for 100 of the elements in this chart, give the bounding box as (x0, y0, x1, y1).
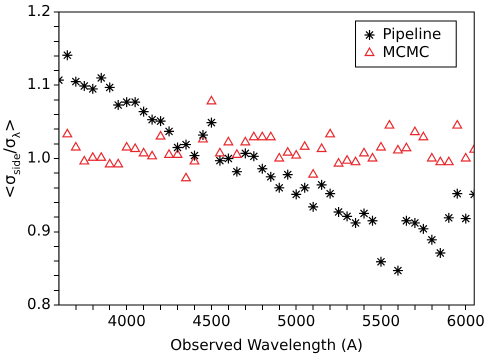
point (188, 150, 200, 162)
point (181, 172, 191, 182)
x-tick-label: 6000 (446, 312, 485, 330)
point (164, 149, 174, 158)
point (121, 96, 132, 108)
point (79, 156, 90, 165)
point (274, 182, 285, 194)
point (401, 142, 412, 152)
x-tick-label: 5500 (362, 312, 400, 330)
point (434, 247, 446, 259)
point (418, 132, 428, 140)
point (190, 156, 200, 165)
point (334, 158, 344, 167)
point (359, 148, 369, 156)
point (409, 217, 420, 229)
point (443, 212, 454, 224)
point (154, 116, 166, 127)
point (240, 148, 251, 159)
point (113, 158, 124, 168)
point (248, 132, 259, 140)
point (138, 148, 149, 156)
point (375, 256, 387, 268)
point (393, 144, 403, 154)
x-tick-label: 4000 (108, 312, 146, 330)
point (257, 132, 268, 140)
point (104, 158, 115, 168)
point (138, 106, 150, 118)
point (223, 136, 234, 146)
point (88, 152, 98, 161)
point (350, 156, 360, 166)
point (130, 143, 140, 152)
point (368, 152, 378, 162)
point (376, 142, 386, 151)
point (172, 142, 184, 154)
point (78, 80, 90, 92)
legend-label: MCMC (382, 42, 430, 61)
point (214, 148, 225, 156)
point (248, 150, 260, 162)
point (444, 156, 454, 166)
point (222, 152, 234, 164)
y-tick-label: 1.0 (26, 148, 51, 166)
x-tick-label: 5000 (277, 312, 316, 330)
point (308, 201, 319, 212)
point (342, 155, 352, 164)
point (410, 126, 420, 136)
point (130, 96, 141, 108)
legend-label: Pipeline (382, 24, 442, 43)
point (366, 215, 378, 226)
point (316, 143, 327, 152)
point (418, 223, 429, 234)
point (291, 150, 302, 159)
point (180, 138, 192, 150)
point (197, 129, 209, 141)
point (147, 150, 158, 160)
point (325, 128, 336, 138)
point (96, 152, 106, 161)
point (274, 152, 284, 162)
point (460, 212, 472, 224)
point (452, 120, 462, 129)
point (156, 130, 166, 140)
point (316, 179, 328, 190)
y-tick-label: 0.8 (26, 294, 51, 313)
point (384, 120, 394, 129)
point (240, 136, 250, 146)
point (452, 188, 463, 200)
point (70, 76, 82, 88)
point (163, 126, 175, 137)
point (62, 50, 73, 61)
point (308, 169, 318, 178)
point (299, 182, 310, 194)
point (122, 142, 132, 151)
point (231, 166, 242, 178)
point (87, 83, 98, 95)
point (282, 147, 293, 156)
point (324, 188, 336, 200)
point (358, 208, 370, 220)
point (290, 188, 302, 200)
point (341, 210, 353, 222)
point (256, 163, 268, 174)
y-tick-label: 1.2 (26, 2, 51, 20)
point (435, 156, 446, 166)
point (70, 142, 81, 151)
point (350, 217, 362, 229)
point (172, 149, 182, 158)
y-tick-label: 1.1 (26, 75, 51, 94)
point (426, 152, 437, 162)
point (282, 169, 294, 180)
y-tick-label: 0.9 (26, 222, 51, 240)
point (300, 141, 310, 150)
point (96, 72, 107, 84)
point (265, 171, 276, 182)
point (206, 96, 216, 104)
point (392, 264, 404, 276)
point (206, 117, 218, 128)
point (112, 99, 124, 111)
point (104, 82, 116, 94)
x-axis-title: Observed Wavelength (A) (170, 336, 363, 354)
point (426, 234, 438, 246)
x-tick-label: 4500 (192, 312, 231, 330)
y-axis-title: <σside/σλ> (0, 118, 23, 198)
